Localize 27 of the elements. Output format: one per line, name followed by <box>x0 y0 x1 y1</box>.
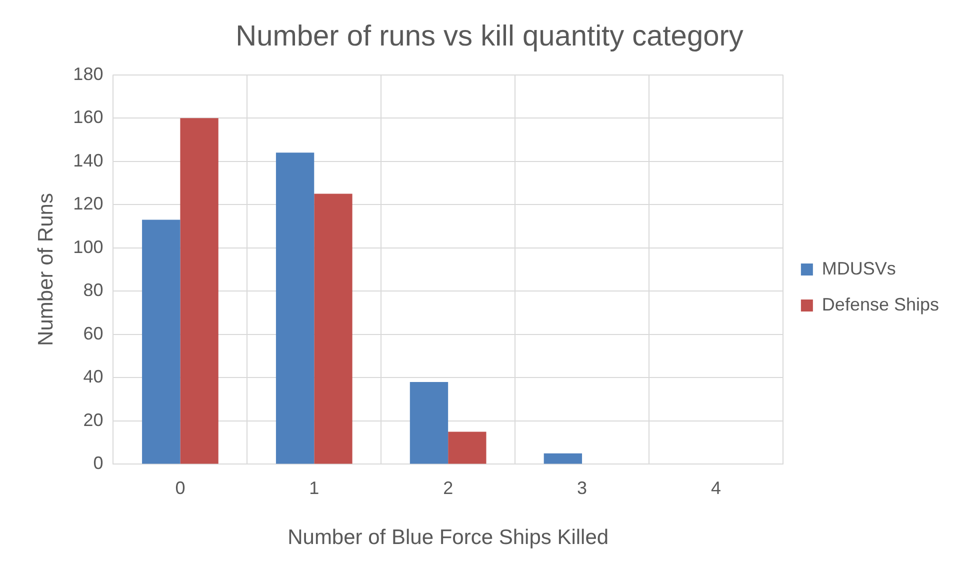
x-axis-title: Number of Blue Force Ships Killed <box>288 526 609 550</box>
bar <box>410 382 448 464</box>
y-tick-label: 180 <box>73 64 104 84</box>
legend-label: Defense Ships <box>822 294 940 314</box>
y-tick-label: 120 <box>73 194 104 214</box>
x-tick-label: 1 <box>309 478 320 498</box>
x-tick-label: 0 <box>175 478 186 498</box>
bar <box>544 453 582 464</box>
y-tick-label: 160 <box>73 107 104 128</box>
y-tick-label: 0 <box>93 453 104 474</box>
x-tick-label: 3 <box>577 478 588 498</box>
y-tick-label: 80 <box>83 280 104 300</box>
bar <box>314 194 352 464</box>
y-tick-label: 60 <box>83 323 104 344</box>
bar <box>142 220 180 464</box>
y-axis-title: Number of Runs <box>34 193 58 346</box>
bar <box>448 432 486 464</box>
y-tick-label: 20 <box>83 410 104 430</box>
bar <box>276 152 314 464</box>
bar <box>180 118 218 464</box>
y-tick-label: 40 <box>83 366 104 387</box>
x-tick-label: 4 <box>710 478 721 498</box>
x-tick-label: 2 <box>443 478 454 498</box>
legend-label: MDUSVs <box>822 258 896 278</box>
y-tick-label: 140 <box>73 150 104 170</box>
y-tick-label: 100 <box>73 236 104 257</box>
chart-title: Number of runs vs kill quantity category <box>236 20 744 52</box>
